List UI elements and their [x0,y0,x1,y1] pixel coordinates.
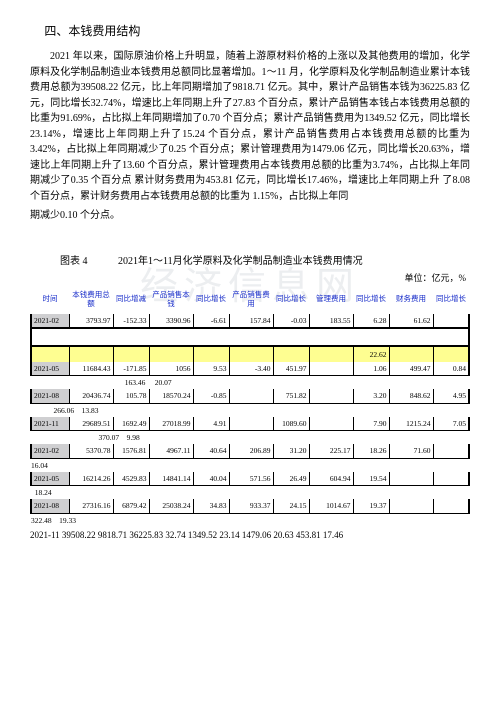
body-paragraph: 2021 年以来，国际原油价格上升明显，随着上游原材料价格的上涨以及其他费用的增… [30,49,470,204]
col-yoy5: 同比增长 [433,288,469,314]
chart-unit: 单位：亿元，% [30,271,470,284]
table-row: 2021-0516214.264529.8314841.1440.04571.5… [31,472,469,486]
col-fin: 财务费用 [389,288,433,314]
table-body: 2021-023793.97-152.333390.96-6.61157.84-… [31,314,469,527]
table-row [31,328,469,346]
table-row: 370.07 9.98 [31,431,469,445]
table-overflow-text: 2021-11 39508.22 9818.71 36225.83 32.74 … [30,529,470,543]
table-row: 163.46 20.07 [31,376,469,390]
table-row: 2021-025370.781576.814967.1140.64206.893… [31,444,469,458]
chart-label: 图表 4 [60,252,88,267]
data-table: 时间 本钱费用总额 同比增减 产品销售本钱 同比增长 产品销售费用 同比增长 管… [30,288,470,527]
col-yoy4: 同比增长 [353,288,389,314]
table-row: 2021-0827316.166879.4225038.2434.83933.3… [31,499,469,513]
chart-title: 2021年1～11月化学原料及化学制品制造业本钱费用情况 [118,252,363,267]
body-paragraph-tail: 期减少0.10 个分点。 [30,208,470,224]
col-yoy3: 同比增长 [273,288,309,314]
table-row: 18.24 [31,486,469,500]
table-row: 2021-1129689.511692.4927018.994.911089.6… [31,417,469,431]
chart-caption-row: 图表 4 2021年1～11月化学原料及化学制品制造业本钱费用情况 [30,252,470,267]
table-row: 2021-0511684.43-171.8510569.53-3.40451.9… [31,362,469,376]
col-yoy1: 同比增减 [113,288,149,314]
table-row: 2021-023793.97-152.333390.96-6.61157.84-… [31,314,469,328]
table-row: 266.06 13.83 [31,403,469,417]
col-sales-fee: 产品销售费用 [229,288,273,314]
table-row: 2021-0820436.74105.7818570.24-0.85751.82… [31,389,469,403]
table-row: 22.62 [31,346,469,362]
table-header-row: 时间 本钱费用总额 同比增减 产品销售本钱 同比增长 产品销售费用 同比增长 管… [31,288,469,314]
col-yoy2: 同比增长 [193,288,229,314]
section-title: 四、本钱费用结构 [30,22,470,39]
table-row: 322.48 19.33 [31,513,469,527]
col-mgmt: 管理费用 [309,288,353,314]
col-time: 时间 [31,288,69,314]
table-row: 16.04 [31,458,469,472]
col-sales-cost: 产品销售本钱 [149,288,193,314]
col-total: 本钱费用总额 [69,288,113,314]
